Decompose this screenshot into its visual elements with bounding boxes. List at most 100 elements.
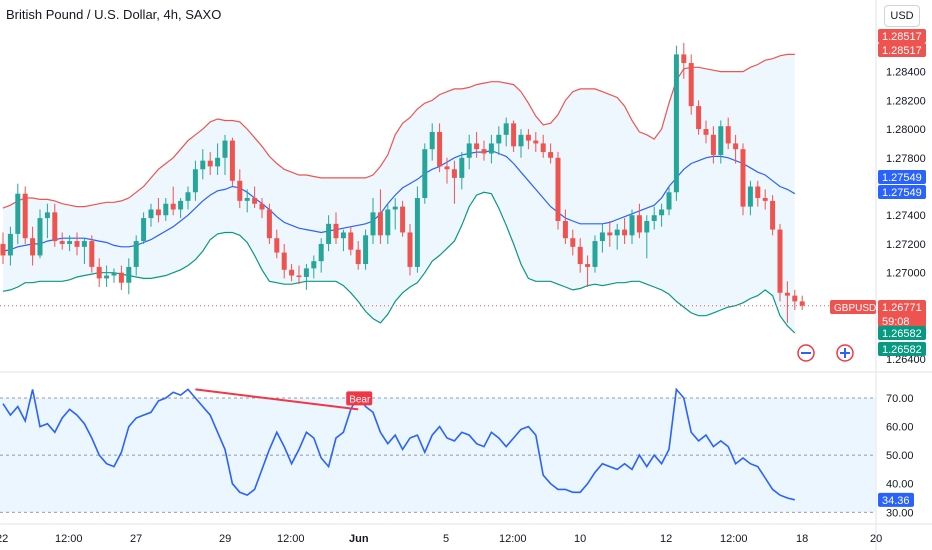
candle-body[interactable] <box>326 223 332 244</box>
candle-body[interactable] <box>518 134 524 147</box>
candle-body[interactable] <box>703 129 709 135</box>
candle-body[interactable] <box>0 243 6 256</box>
candle-body[interactable] <box>133 241 139 267</box>
candle-body[interactable] <box>392 206 398 210</box>
candle-body[interactable] <box>377 212 383 236</box>
candle-body[interactable] <box>636 215 642 233</box>
candle-body[interactable] <box>585 264 591 267</box>
candle-body[interactable] <box>170 203 176 210</box>
candle-body[interactable] <box>688 63 694 107</box>
candle-body[interactable] <box>370 212 376 236</box>
candle-body[interactable] <box>437 131 443 167</box>
candle-body[interactable] <box>651 215 657 221</box>
candle-body[interactable] <box>607 232 613 236</box>
candle-body[interactable] <box>725 126 731 144</box>
candle-body[interactable] <box>747 186 753 207</box>
candle-body[interactable] <box>799 301 805 306</box>
candle-body[interactable] <box>363 235 369 265</box>
candle-body[interactable] <box>555 157 561 221</box>
candle-body[interactable] <box>407 232 413 267</box>
candle-body[interactable] <box>148 209 154 219</box>
candle-body[interactable] <box>622 229 628 236</box>
candle-body[interactable] <box>52 212 58 242</box>
candle-body[interactable] <box>762 198 768 201</box>
candle-body[interactable] <box>244 198 250 201</box>
candle-body[interactable] <box>503 123 509 135</box>
candle-body[interactable] <box>296 275 302 277</box>
candle-body[interactable] <box>118 272 124 283</box>
candle-body[interactable] <box>533 140 539 144</box>
candle-body[interactable] <box>311 261 317 269</box>
candle-body[interactable] <box>718 126 724 155</box>
candle-body[interactable] <box>755 186 761 198</box>
candle-body[interactable] <box>770 200 776 230</box>
candle-body[interactable] <box>422 149 428 198</box>
candle-body[interactable] <box>562 220 568 239</box>
candle-body[interactable] <box>126 266 132 283</box>
candle-body[interactable] <box>577 246 583 265</box>
candle-body[interactable] <box>22 193 28 239</box>
candle-body[interactable] <box>710 134 716 155</box>
candle-body[interactable] <box>215 157 221 167</box>
candle-body[interactable] <box>451 169 457 178</box>
candle-body[interactable] <box>474 143 480 150</box>
candle-body[interactable] <box>111 272 117 276</box>
candle-body[interactable] <box>15 193 21 234</box>
candle-body[interactable] <box>511 123 517 147</box>
candle-body[interactable] <box>318 243 324 262</box>
candle-body[interactable] <box>548 152 554 158</box>
candle-body[interactable] <box>444 166 450 170</box>
candle-body[interactable] <box>185 192 191 201</box>
candle-body[interactable] <box>496 134 502 144</box>
candle-body[interactable] <box>570 238 576 247</box>
candle-body[interactable] <box>629 215 635 236</box>
candle-body[interactable] <box>237 180 243 201</box>
candle-body[interactable] <box>792 295 798 302</box>
candle-body[interactable] <box>207 160 213 167</box>
candle-body[interactable] <box>429 131 435 150</box>
candle-body[interactable] <box>274 238 280 253</box>
candle-body[interactable] <box>104 275 110 279</box>
candle-body[interactable] <box>89 241 95 267</box>
candle-body[interactable] <box>44 212 50 219</box>
candle-body[interactable] <box>229 140 235 181</box>
candle-body[interactable] <box>385 209 391 236</box>
candle-body[interactable] <box>681 54 687 64</box>
candle-body[interactable] <box>67 241 73 244</box>
candle-body[interactable] <box>525 134 531 141</box>
candle-body[interactable] <box>200 160 206 170</box>
candle-body[interactable] <box>540 143 546 153</box>
candle-body[interactable] <box>400 206 406 233</box>
candle-body[interactable] <box>155 209 161 216</box>
candle-body[interactable] <box>666 192 672 210</box>
candle-body[interactable] <box>163 203 169 216</box>
candle-body[interactable] <box>281 252 287 270</box>
candle-body[interactable] <box>592 241 598 267</box>
candle-body[interactable] <box>673 54 679 193</box>
candle-body[interactable] <box>459 157 465 178</box>
candle-body[interactable] <box>481 149 487 154</box>
candle-body[interactable] <box>696 106 702 130</box>
candle-body[interactable] <box>141 218 147 242</box>
candle-body[interactable] <box>178 200 184 210</box>
candle-body[interactable] <box>614 229 620 236</box>
candle-body[interactable] <box>266 209 272 239</box>
candle-body[interactable] <box>252 198 258 204</box>
candle-body[interactable] <box>466 143 472 158</box>
candle-body[interactable] <box>659 209 665 216</box>
candle-body[interactable] <box>733 143 739 150</box>
candle-body[interactable] <box>340 232 346 239</box>
candle-body[interactable] <box>222 140 228 158</box>
candle-body[interactable] <box>784 292 790 296</box>
candle-body[interactable] <box>81 241 87 247</box>
candle-body[interactable] <box>192 169 198 193</box>
candle-body[interactable] <box>289 269 295 276</box>
candle-body[interactable] <box>59 241 65 244</box>
currency-button[interactable]: USD <box>884 5 920 27</box>
candle-body[interactable] <box>333 223 339 239</box>
candle-body[interactable] <box>74 241 80 247</box>
candle-body[interactable] <box>740 149 746 207</box>
candle-body[interactable] <box>355 249 361 265</box>
candle-body[interactable] <box>348 232 354 250</box>
